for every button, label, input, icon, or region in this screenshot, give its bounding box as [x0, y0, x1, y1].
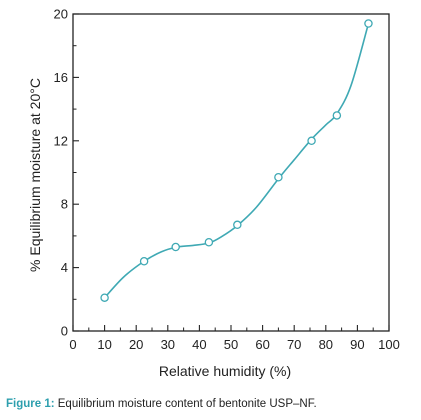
plot-frame [72, 13, 390, 332]
x-tick-label: 0 [69, 337, 76, 352]
series [100, 19, 373, 302]
axes [72, 13, 390, 332]
data-point [332, 111, 342, 120]
x-tick-label: 90 [350, 337, 364, 352]
x-tick-label: 70 [287, 337, 301, 352]
y-tick-label: 16 [54, 70, 68, 85]
x-axis-title: Relative humidity (%) [159, 363, 291, 379]
x-tick-label: 50 [224, 337, 238, 352]
caption-label: Figure 1: [6, 398, 55, 410]
data-point [139, 257, 149, 266]
y-tick-label: 8 [61, 197, 68, 212]
data-point [364, 19, 373, 28]
ticks: 0 10 20 30 40 50 60 70 80 90 100 0 4 8 12 16 20 [54, 7, 400, 353]
y-tick-label: 4 [61, 260, 68, 275]
x-tick-label: 100 [378, 337, 400, 352]
chart: 0 10 20 30 40 50 60 70 80 90 100 0 4 8 12 16 20 Relative… [27, 7, 400, 380]
y-tick-label: 12 [54, 133, 68, 148]
data-point [204, 237, 214, 247]
x-tick-label: 10 [97, 337, 111, 352]
x-tick-label: 20 [129, 337, 143, 352]
x-tick-label: 60 [255, 337, 269, 352]
x-tick-label: 80 [319, 337, 333, 352]
data-point [307, 136, 316, 146]
data-point [233, 220, 242, 230]
y-tick-label: 20 [54, 7, 68, 22]
fit-curve [104, 23, 370, 299]
y-axis-title: % Equilibrium moisture at 20°C [27, 78, 43, 272]
figure-caption: Figure 1: Equilibrium moisture content o… [6, 398, 317, 410]
data-point [100, 293, 109, 302]
x-tick-label: 40 [192, 337, 206, 352]
y-tick-label: 0 [61, 324, 68, 339]
x-tick-label: 30 [161, 337, 175, 352]
caption-text: Equilibrium moisture content of bentonit… [57, 398, 317, 410]
data-point [274, 173, 283, 182]
data-point [171, 242, 180, 252]
